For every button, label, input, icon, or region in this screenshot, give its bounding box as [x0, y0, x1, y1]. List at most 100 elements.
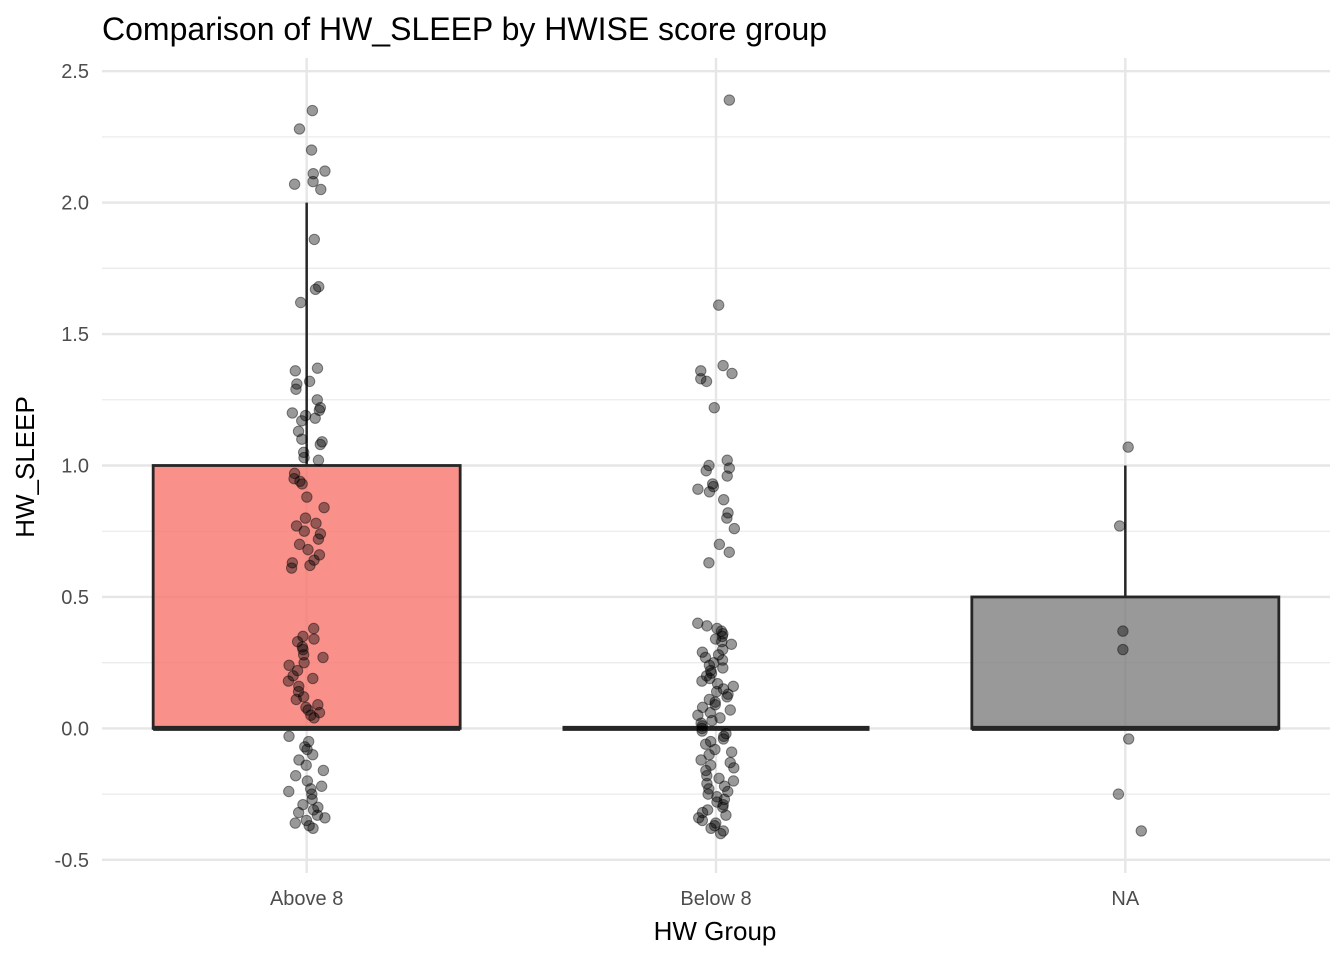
data-point	[721, 691, 733, 703]
data-point	[316, 436, 328, 448]
data-point	[317, 651, 329, 664]
data-point	[710, 685, 723, 698]
data-point	[704, 759, 717, 771]
data-point	[715, 625, 728, 637]
data-point	[298, 656, 310, 669]
data-point	[288, 472, 300, 485]
data-point	[704, 735, 717, 748]
data-point	[714, 827, 727, 840]
box-layer	[151, 202, 1281, 731]
data-point	[703, 557, 715, 569]
data-point	[711, 678, 724, 690]
data-point	[299, 741, 311, 753]
data-point	[292, 685, 305, 698]
data-point	[313, 549, 326, 561]
data-point	[1113, 520, 1126, 532]
data-point	[712, 299, 725, 311]
data-point	[716, 654, 729, 666]
data-point	[709, 699, 721, 711]
y-tick-label: 1.5	[61, 324, 89, 346]
data-point	[708, 401, 720, 414]
data-point	[293, 123, 306, 135]
data-point	[716, 630, 729, 643]
data-point	[700, 670, 713, 682]
x-tick-label: Above 8	[270, 888, 343, 910]
data-point	[314, 438, 327, 451]
data-point	[303, 819, 315, 832]
data-point	[301, 491, 313, 503]
data-point	[304, 559, 316, 572]
data-point	[307, 175, 319, 188]
data-point	[705, 822, 717, 835]
data-point	[717, 643, 729, 656]
data-point	[703, 459, 715, 472]
data-point	[311, 809, 324, 821]
data-point	[699, 738, 712, 750]
data-point	[302, 735, 315, 748]
data-point	[283, 730, 295, 742]
data-point	[313, 281, 325, 293]
data-point	[299, 409, 312, 422]
data-point	[727, 680, 739, 693]
data-point	[725, 638, 738, 650]
data-point	[706, 714, 718, 727]
data-point	[288, 467, 301, 480]
data-point	[300, 814, 313, 827]
data-point	[701, 620, 713, 632]
data-point	[701, 777, 713, 790]
data-point	[307, 822, 319, 835]
data-point	[718, 793, 731, 806]
data-point	[294, 296, 307, 309]
data-point	[307, 804, 320, 816]
data-point	[696, 720, 709, 732]
data-point	[711, 622, 723, 635]
data-point	[1117, 625, 1129, 637]
data-point	[319, 812, 331, 824]
data-point	[692, 483, 704, 495]
data-point	[696, 646, 709, 658]
data-point	[724, 756, 736, 769]
data-point	[305, 709, 317, 721]
data-point	[306, 793, 318, 806]
data-point	[283, 785, 295, 798]
data-point	[701, 804, 714, 816]
data-point	[711, 791, 723, 803]
data-point	[695, 754, 707, 766]
data-point	[723, 546, 735, 558]
data-point	[291, 664, 304, 677]
data-point	[703, 748, 715, 761]
data-point	[289, 365, 302, 377]
data-point	[703, 659, 716, 672]
data-point	[717, 798, 729, 811]
data-point	[294, 475, 306, 487]
data-point	[712, 649, 725, 661]
x-tick-label: NA	[1111, 888, 1139, 910]
data-point	[287, 670, 299, 682]
y-tick-label: -0.5	[55, 850, 89, 872]
data-point	[312, 454, 325, 466]
data-point	[704, 706, 716, 719]
data-point	[693, 812, 705, 824]
data-point	[286, 557, 299, 569]
data-point	[696, 806, 709, 819]
data-point	[318, 501, 330, 514]
data-point	[709, 743, 721, 756]
box	[970, 595, 1281, 730]
data-point	[312, 533, 325, 545]
data-point	[722, 785, 734, 798]
data-point	[706, 478, 719, 490]
y-tick-label: 0.5	[61, 587, 89, 609]
data-point	[312, 699, 324, 711]
y-tick-label: 0.0	[61, 718, 89, 740]
data-point	[301, 743, 313, 756]
data-point	[297, 691, 310, 703]
data-point	[309, 412, 321, 424]
data-point	[297, 446, 310, 459]
data-point	[724, 704, 736, 716]
data-point	[705, 667, 718, 679]
data-point	[696, 814, 709, 827]
data-point	[298, 525, 311, 537]
data-point	[704, 672, 716, 685]
data-point	[717, 683, 730, 695]
data-point	[701, 770, 713, 782]
